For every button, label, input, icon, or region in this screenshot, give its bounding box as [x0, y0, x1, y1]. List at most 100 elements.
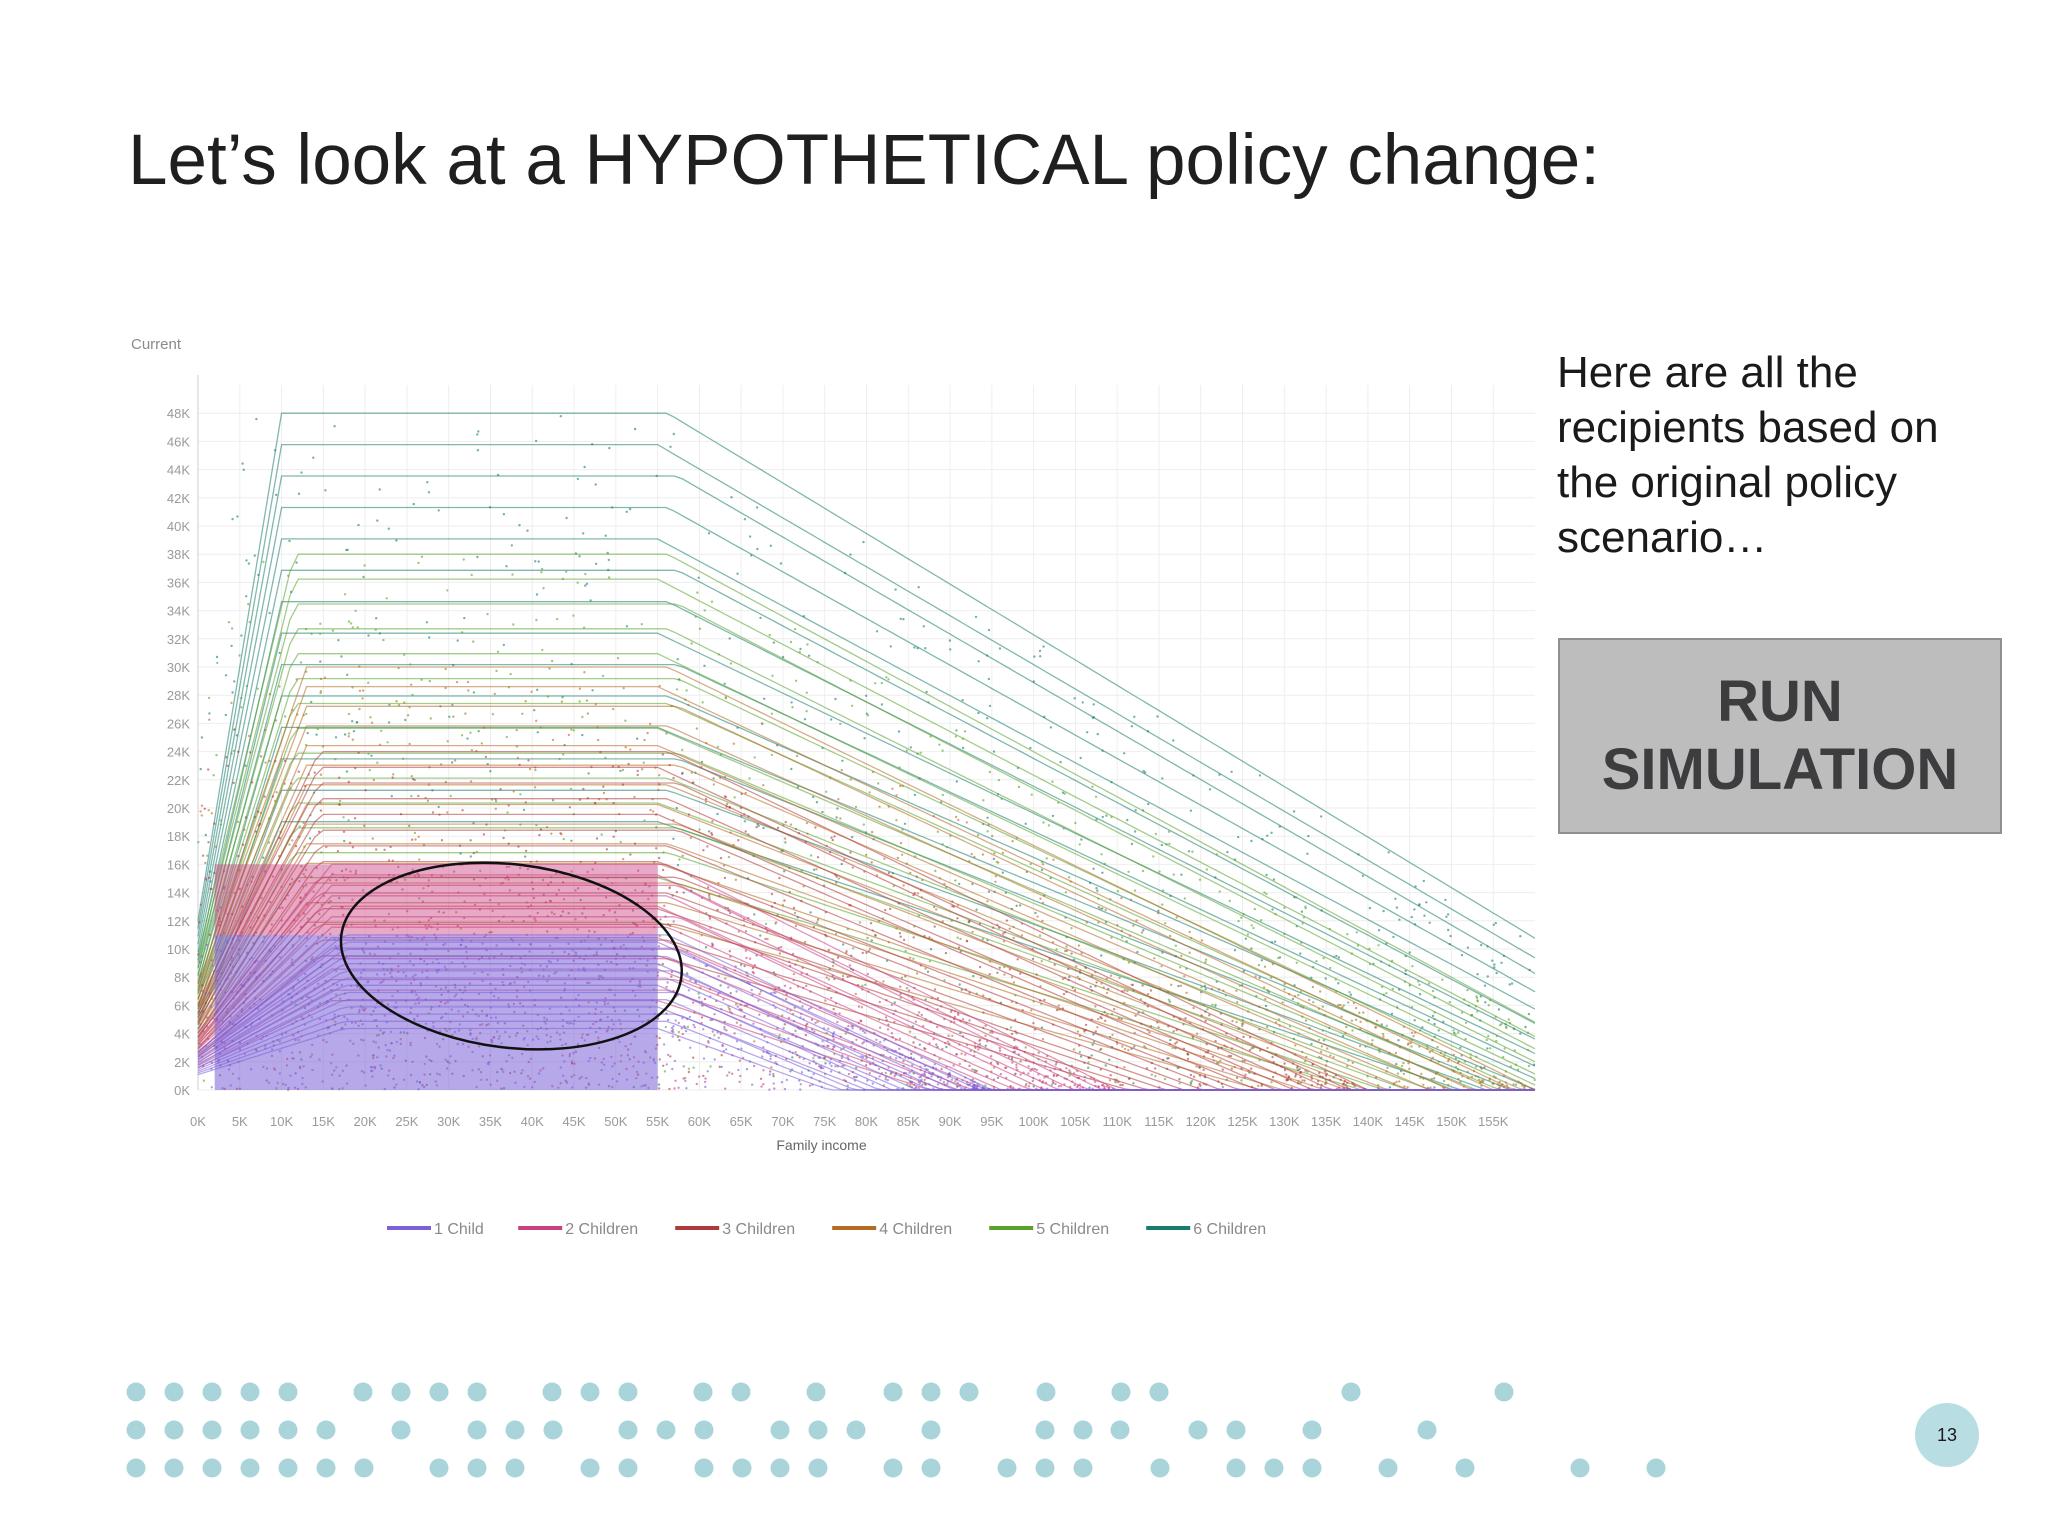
data-point — [769, 544, 772, 547]
data-point — [1475, 996, 1479, 1000]
data-point — [1253, 1072, 1256, 1075]
data-point — [607, 568, 610, 572]
data-point — [1310, 1077, 1314, 1080]
data-point — [840, 1048, 843, 1051]
y-axis-title: Current — [131, 336, 182, 353]
data-point — [1010, 1032, 1014, 1036]
data-point — [1144, 1046, 1147, 1049]
data-point — [1297, 1002, 1300, 1005]
data-point — [237, 750, 240, 753]
data-point — [200, 736, 204, 739]
data-point — [1480, 1079, 1484, 1082]
data-point — [1354, 1006, 1358, 1010]
data-point — [1323, 1070, 1327, 1073]
data-point — [1356, 944, 1360, 947]
data-point — [608, 909, 611, 912]
data-point — [1486, 975, 1490, 978]
data-point — [805, 984, 808, 988]
data-point — [425, 621, 429, 624]
data-point — [911, 1064, 914, 1067]
data-point — [708, 915, 711, 918]
data-point — [830, 1064, 833, 1068]
data-point — [1092, 703, 1095, 706]
data-point — [1132, 1082, 1135, 1085]
data-point — [685, 1087, 688, 1090]
data-point — [426, 799, 430, 802]
data-point — [1097, 906, 1100, 909]
data-point — [462, 558, 465, 561]
data-point — [1382, 993, 1386, 996]
data-point — [1033, 1067, 1036, 1071]
data-point — [1041, 1080, 1045, 1083]
data-point — [1202, 1068, 1205, 1072]
data-point — [901, 1053, 904, 1056]
data-point — [578, 700, 581, 703]
data-point — [213, 871, 216, 875]
data-point — [743, 820, 746, 823]
data-point — [329, 900, 332, 903]
data-point — [909, 871, 912, 875]
data-point — [830, 996, 833, 1000]
decorative-dot — [429, 1382, 449, 1402]
decorative-dot — [580, 1382, 600, 1402]
data-point — [240, 931, 244, 934]
data-point — [489, 770, 492, 773]
data-point — [920, 1056, 923, 1060]
data-point — [1015, 1001, 1018, 1005]
data-point — [553, 912, 556, 916]
data-point — [920, 1013, 923, 1017]
data-point — [889, 1072, 892, 1076]
data-point — [796, 985, 800, 988]
data-point — [1459, 1046, 1462, 1049]
data-point — [849, 553, 852, 556]
data-point — [1064, 949, 1067, 953]
data-point — [700, 1000, 703, 1003]
data-point — [759, 934, 762, 937]
data-point — [886, 1048, 889, 1052]
data-point — [1317, 1055, 1321, 1059]
data-point — [697, 576, 700, 579]
data-point — [556, 617, 559, 621]
data-point — [759, 616, 762, 620]
data-point — [777, 946, 780, 950]
data-point — [212, 970, 216, 973]
data-point — [746, 981, 749, 984]
data-point — [1133, 715, 1136, 718]
data-point — [1355, 931, 1359, 934]
data-point — [1185, 991, 1188, 994]
decorative-dot — [278, 1420, 298, 1440]
data-point — [1243, 1059, 1246, 1063]
run-simulation-button[interactable]: RUN SIMULATION — [1558, 638, 2002, 834]
decorative-dot — [1073, 1458, 1093, 1478]
data-point — [1403, 980, 1407, 983]
data-point — [482, 833, 486, 836]
data-point — [1512, 1083, 1515, 1086]
data-point — [1250, 839, 1253, 843]
x-tick-label: 85K — [897, 1114, 920, 1129]
data-point — [704, 1077, 707, 1080]
data-point — [198, 1042, 201, 1045]
data-point — [682, 1077, 685, 1080]
data-point — [1418, 903, 1421, 906]
data-point — [562, 898, 566, 901]
data-point — [1132, 924, 1135, 927]
data-point — [367, 752, 370, 755]
data-point — [724, 696, 727, 699]
data-point — [351, 898, 354, 901]
data-point — [1199, 1084, 1202, 1087]
data-point — [1461, 1075, 1464, 1078]
data-point — [729, 992, 732, 995]
data-point — [1106, 1013, 1109, 1016]
data-point — [197, 841, 200, 844]
data-point — [870, 939, 873, 942]
data-point — [814, 826, 817, 829]
data-point — [784, 841, 787, 844]
data-point — [570, 839, 573, 842]
data-point — [678, 1039, 681, 1042]
data-point — [1244, 1073, 1247, 1076]
data-point — [832, 1034, 835, 1038]
data-point — [315, 733, 318, 736]
data-point — [1479, 995, 1483, 998]
data-point — [303, 784, 307, 788]
data-point — [670, 1026, 674, 1030]
